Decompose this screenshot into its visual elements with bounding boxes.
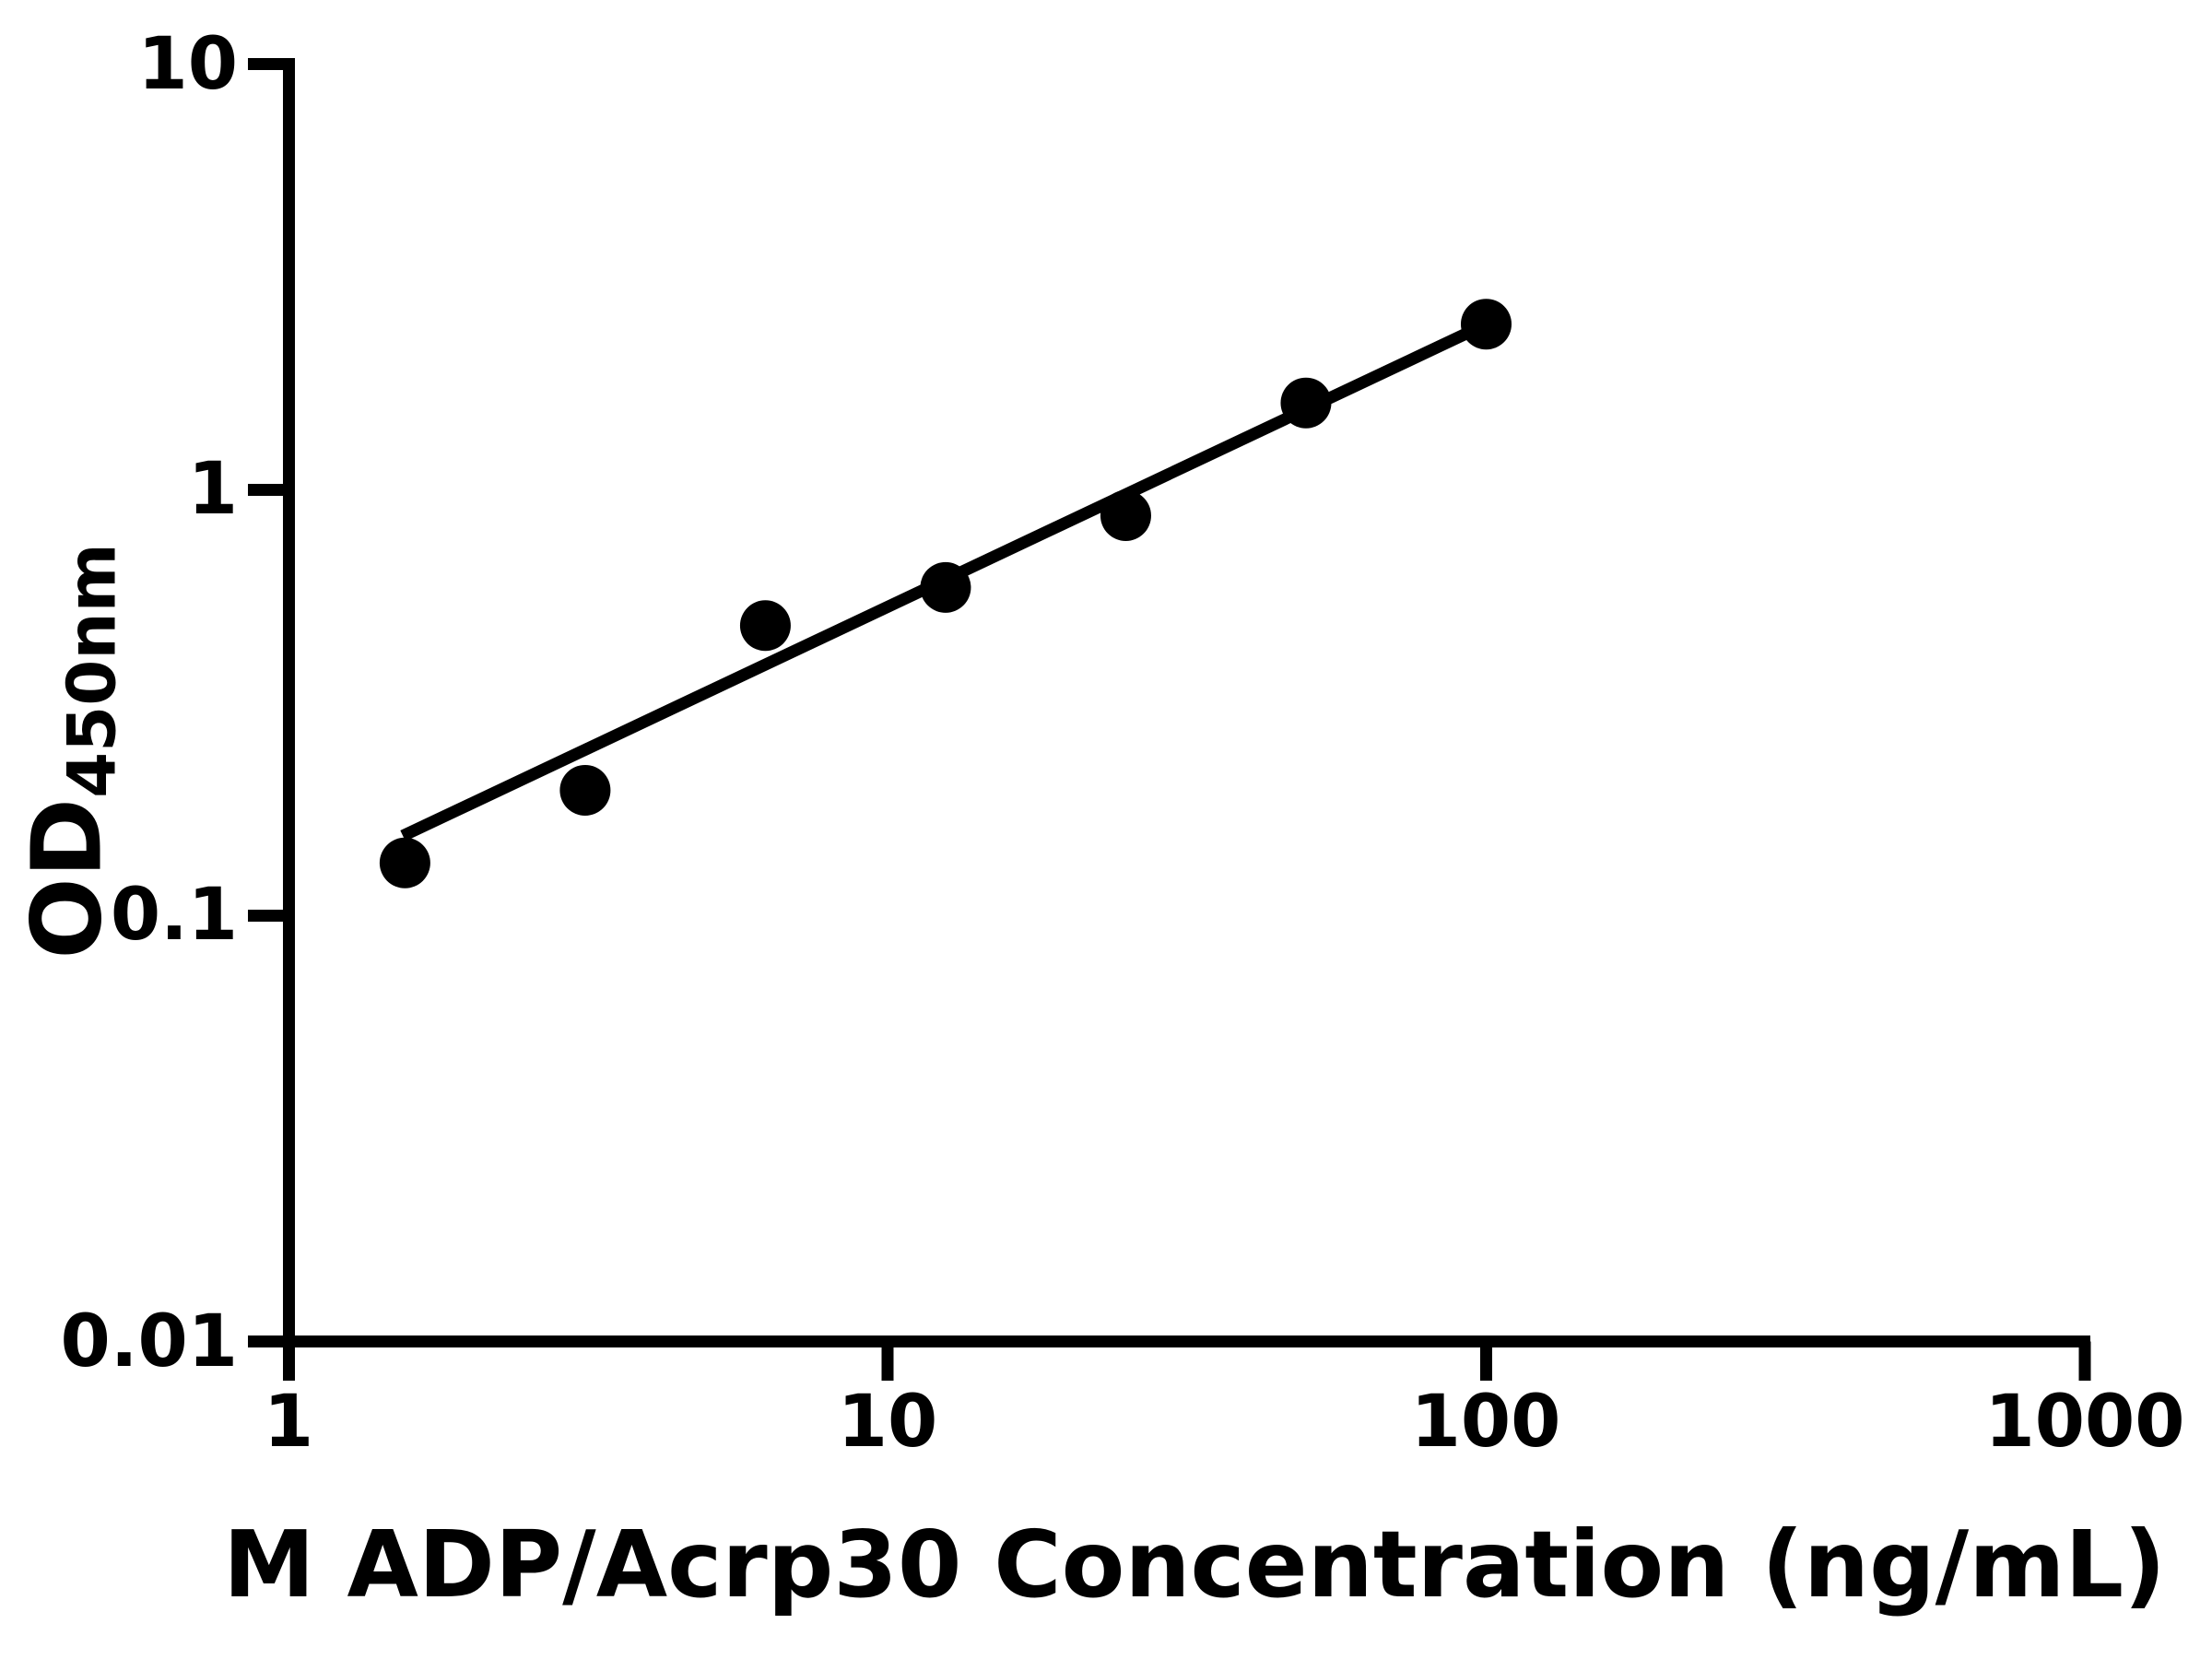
x-axis-title: M ADP/Acrp30 Concentration (ng/mL) (223, 1511, 2166, 1618)
data-point (1100, 489, 1151, 541)
x-tick-label-10: 10 (837, 1381, 938, 1464)
y-tick-label-10: 10 (137, 23, 238, 106)
x-tick-label-1000: 1000 (1984, 1381, 2185, 1464)
y-axis-title: OD450nm (11, 543, 131, 959)
data-point (920, 561, 971, 613)
x-tick-label-100: 100 (1410, 1381, 1561, 1464)
y-axis-title-subscript: 450nm (53, 543, 131, 798)
data-point (1280, 377, 1332, 429)
data-point (379, 837, 430, 888)
data-point (739, 600, 791, 652)
y-tick-label-1: 1 (187, 448, 238, 531)
y-tick-label-0-1: 0.1 (110, 874, 238, 957)
data-point (559, 764, 611, 816)
y-axis-title-main: OD (10, 797, 124, 959)
x-tick-label-1: 1 (263, 1381, 314, 1464)
y-tick-label-0-01: 0.01 (60, 1300, 238, 1383)
data-point (1461, 299, 1512, 350)
